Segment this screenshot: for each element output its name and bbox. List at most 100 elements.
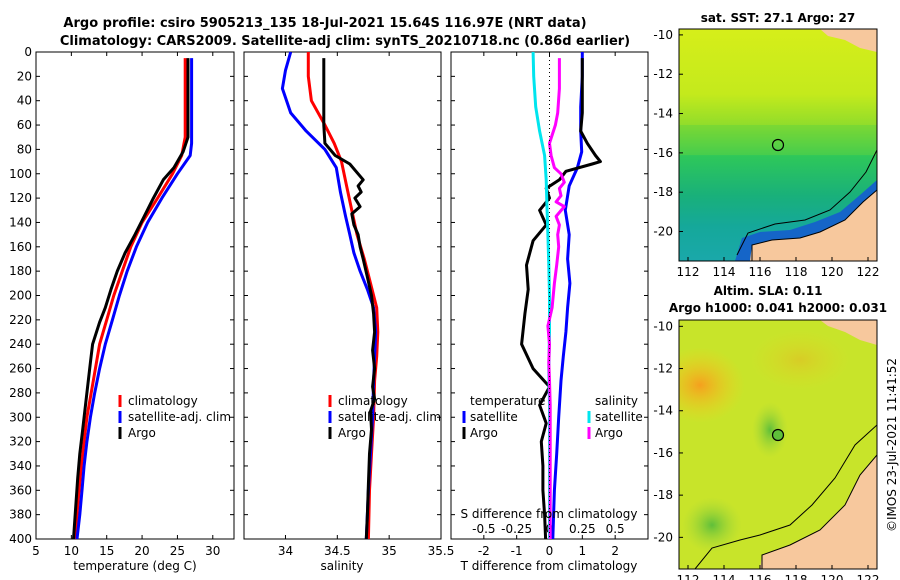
map-y-tick-label: -10 bbox=[653, 28, 673, 42]
sla-map-title: Altim. SLA: 0.11 bbox=[714, 284, 823, 298]
x-top-tick-label: 0.25 bbox=[569, 522, 596, 536]
sst-coastline bbox=[751, 189, 877, 261]
series-line-argo bbox=[72, 58, 190, 540]
sla-low-anomaly-2 bbox=[752, 402, 788, 458]
x-tick-label: 15 bbox=[99, 544, 114, 558]
salinity-axes bbox=[243, 51, 442, 540]
figure-title-line2: Climatology: CARS2009. Satellite-adj cli… bbox=[60, 34, 630, 49]
x-tick-label: 35.5 bbox=[428, 544, 455, 558]
map-y-tick-label: -10 bbox=[653, 319, 673, 333]
legend-group-temperature: temperature bbox=[470, 394, 545, 408]
y-tick-label: 100 bbox=[9, 167, 32, 181]
y-tick-label: 120 bbox=[9, 191, 32, 205]
map-y-tick-label: -20 bbox=[653, 225, 673, 239]
sst-map bbox=[679, 29, 877, 261]
x-tick-label: 35 bbox=[382, 544, 397, 558]
map-y-tick-label: -12 bbox=[653, 67, 673, 81]
x-tick-label: 30 bbox=[205, 544, 220, 558]
sla-coastline bbox=[761, 454, 877, 569]
x-tick-label: 5 bbox=[32, 544, 40, 558]
map-y-tick-label: -16 bbox=[653, 146, 673, 160]
x-tick-label: 34.5 bbox=[324, 544, 351, 558]
imos-credit: ©IMOS 23-Jul-2021 11:41:52 bbox=[885, 358, 899, 532]
legend-label-satellite: satellite-adj. clim bbox=[128, 410, 231, 424]
map-tick-layer: 112 114 116 118 120 122 -10 -12 -14 -16 -18 -20 112 1… bbox=[653, 28, 879, 580]
y-tick-label: 240 bbox=[9, 337, 32, 351]
legend-label-temperature-satellite: satellite bbox=[470, 410, 518, 424]
y-tick-label: 180 bbox=[9, 264, 32, 278]
sla-map-subtitle: Argo h1000: 0.041 h2000: 0.031 bbox=[669, 301, 887, 315]
map-x-tick-label: 118 bbox=[785, 265, 808, 279]
x-top-tick-label: -0.5 bbox=[472, 522, 495, 536]
x-tick-label: 34 bbox=[278, 544, 293, 558]
sla-map bbox=[679, 320, 877, 569]
legend-group-salinity: salinity bbox=[595, 394, 638, 408]
map-x-tick-label: 114 bbox=[713, 573, 736, 580]
legend-label-satellite: satellite-adj. clim bbox=[338, 410, 441, 424]
y-tick-label: 400 bbox=[9, 532, 32, 546]
x-top-tick-label: -0.25 bbox=[501, 522, 532, 536]
x-tick-label: 0 bbox=[546, 544, 554, 558]
map-y-tick-label: -12 bbox=[653, 362, 673, 376]
x-tick-label: -1 bbox=[511, 544, 523, 558]
legend-label-temperature-argo: Argo bbox=[470, 426, 498, 440]
x-tick-label: 25 bbox=[170, 544, 185, 558]
legend-label-climatology: climatology bbox=[338, 394, 408, 408]
difference-top-xlabel: S difference from climatology bbox=[461, 507, 638, 521]
series-line-argo bbox=[322, 58, 377, 540]
sla-argo-marker bbox=[771, 428, 785, 442]
salinity-legend: climatology satellite-adj. clim Argo bbox=[328, 394, 441, 440]
y-tick-label: 80 bbox=[17, 142, 32, 156]
map-x-tick-label: 112 bbox=[677, 265, 700, 279]
y-tick-label: 200 bbox=[9, 289, 32, 303]
y-tick-label: 160 bbox=[9, 240, 32, 254]
y-tick-label: 40 bbox=[17, 94, 32, 108]
figure-title-line1: Argo profile: csiro 5905213_135 18-Jul-2… bbox=[63, 16, 586, 31]
y-tick-label: 380 bbox=[9, 508, 32, 522]
map-x-tick-label: 118 bbox=[785, 573, 808, 580]
x-tick-label: 20 bbox=[134, 544, 149, 558]
x-tick-label: -2 bbox=[478, 544, 490, 558]
legend-label-salinity-satellite: satellite bbox=[595, 410, 643, 424]
sst-map-frame bbox=[678, 28, 878, 262]
sst-argo-marker bbox=[771, 138, 785, 152]
legend-label-climatology: climatology bbox=[128, 394, 198, 408]
difference-legend: temperature satellite Argo salinity sate… bbox=[462, 394, 643, 440]
map-x-tick-label: 114 bbox=[713, 265, 736, 279]
sla-low-anomaly bbox=[682, 497, 742, 553]
y-tick-label: 260 bbox=[9, 362, 32, 376]
y-tick-label: 140 bbox=[9, 215, 32, 229]
legend-label-argo: Argo bbox=[128, 426, 156, 440]
map-x-tick-label: 122 bbox=[857, 573, 880, 580]
x-top-tick-label: 0.5 bbox=[606, 522, 625, 536]
sst-land bbox=[750, 190, 877, 261]
series-line-salinity-satellite bbox=[531, 51, 551, 539]
map-y-tick-label: -18 bbox=[653, 488, 673, 502]
series-line-climatology bbox=[306, 52, 380, 540]
difference-xlabel: T difference from climatology bbox=[460, 559, 638, 573]
map-y-tick-label: -20 bbox=[653, 530, 673, 544]
series-line-satellite-adj-clim bbox=[280, 51, 378, 540]
sla-isobath bbox=[694, 424, 877, 569]
temperature-axes bbox=[35, 51, 235, 540]
salinity-xlabel: salinity bbox=[320, 559, 363, 573]
y-tick-label: 340 bbox=[9, 459, 32, 473]
map-x-tick-label: 122 bbox=[857, 265, 880, 279]
map-y-tick-label: -16 bbox=[653, 446, 673, 460]
y-tick-label: 320 bbox=[9, 435, 32, 449]
y-tick-label: 360 bbox=[9, 483, 32, 497]
series-line-satellite-adj-clim bbox=[75, 58, 194, 540]
sla-warm-patch bbox=[750, 330, 850, 390]
y-tick-label: 220 bbox=[9, 313, 32, 327]
series-layer bbox=[72, 51, 602, 540]
sla-land-north bbox=[820, 320, 877, 345]
sla-land bbox=[760, 455, 877, 569]
x-tick-label: 1 bbox=[579, 544, 587, 558]
y-tick-label: 300 bbox=[9, 410, 32, 424]
map-x-tick-label: 116 bbox=[749, 573, 772, 580]
series-line-salinity-argo bbox=[546, 58, 566, 539]
temperature-legend: climatology satellite-adj. clim Argo bbox=[118, 394, 231, 440]
temperature-xlabel: temperature (deg C) bbox=[73, 559, 196, 573]
y-tick-label: 60 bbox=[17, 118, 32, 132]
